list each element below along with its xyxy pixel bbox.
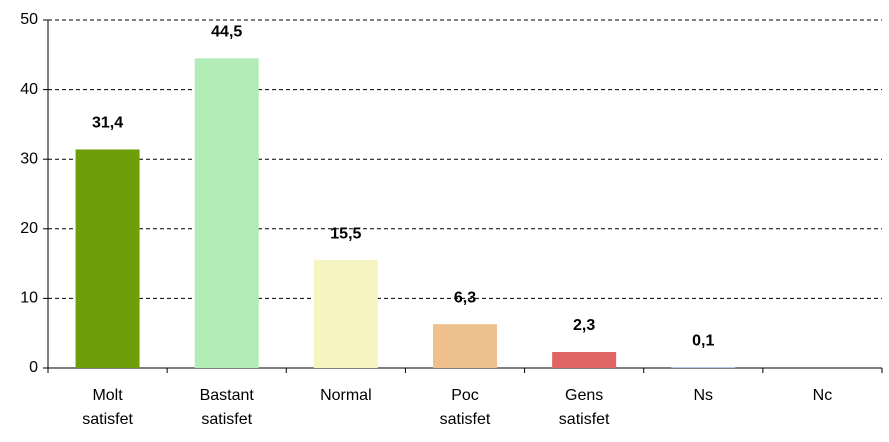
y-tick-label: 0: [29, 359, 38, 376]
bar: [552, 351, 617, 368]
x-tick-label: Normal: [320, 387, 372, 404]
y-tick-label: 40: [20, 81, 38, 98]
data-label: 44,5: [211, 23, 242, 40]
y-tick-label: 10: [20, 290, 38, 307]
x-tick-label: Ns: [693, 387, 714, 404]
y-tick-label: 20: [20, 220, 38, 237]
x-tick-label: Poc satisfet: [439, 387, 491, 428]
y-tick-label: 30: [20, 150, 38, 167]
bar: [75, 149, 140, 368]
data-label: 0,1: [692, 333, 714, 350]
bar: [671, 367, 736, 368]
data-label: 2,3: [573, 317, 595, 334]
data-label: 31,4: [92, 115, 123, 132]
y-tick-label: 50: [20, 11, 38, 28]
x-tick-label: Bastant satisfet: [199, 387, 254, 428]
x-tick-label: Nc: [812, 387, 833, 404]
bar: [313, 260, 378, 368]
x-tick-label: Gens satisfet: [558, 387, 610, 428]
bar: [433, 324, 497, 368]
x-tick-label: Molt satisfet: [82, 387, 133, 428]
bar: [194, 58, 259, 368]
data-label: 6,3: [454, 289, 476, 306]
data-label: 15,5: [330, 225, 361, 242]
